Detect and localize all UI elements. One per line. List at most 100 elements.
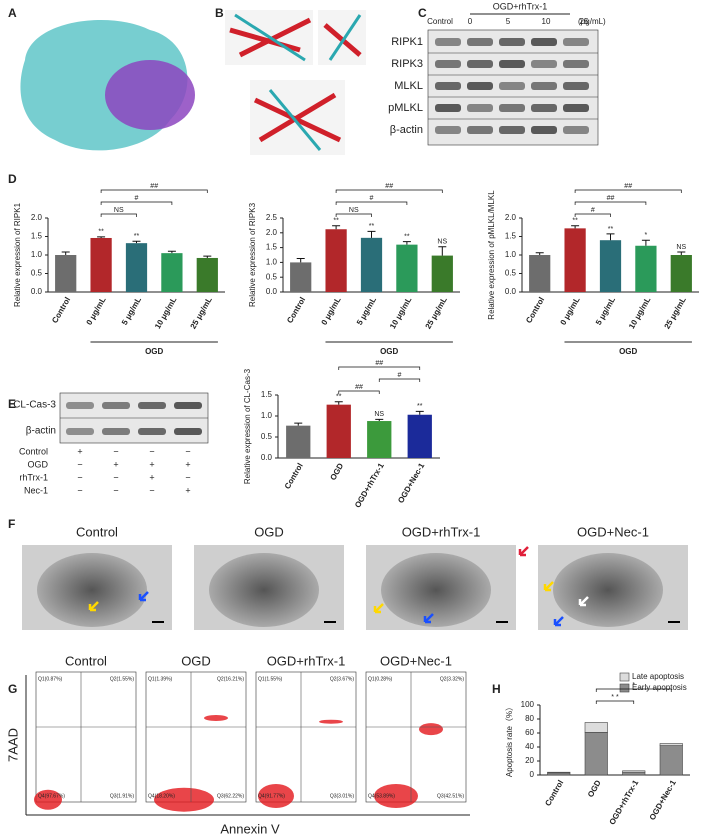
comparison-label: *	[632, 682, 635, 689]
bar	[670, 255, 692, 292]
blot-row-label: β-actin	[390, 124, 423, 136]
y-tick-label: 1.5	[261, 390, 273, 399]
bar	[125, 243, 148, 292]
y-tick-label: 1.5	[505, 232, 517, 241]
arrow	[553, 616, 564, 627]
y-tick-label: 40	[525, 742, 534, 751]
comparison-label: NS	[349, 207, 359, 214]
blot-band	[499, 126, 525, 134]
blot-band	[531, 60, 557, 68]
quadrant-label: Q3(3.01%)	[330, 793, 355, 799]
bar-segment	[584, 731, 608, 776]
protein-structure	[20, 20, 195, 151]
significance: **	[369, 223, 375, 230]
quadrant-label: Q1(1.39%)	[148, 676, 173, 682]
y-axis-label: Relative expression of RIPK1	[13, 202, 22, 307]
y-tick-label: 1.0	[31, 250, 43, 259]
comparison-bracket	[338, 366, 421, 370]
tem-cell	[381, 553, 491, 627]
y-axis-label: Relative expression of pMLKL/MLKL	[487, 190, 496, 320]
blot-band	[467, 38, 493, 46]
blot-band	[435, 38, 461, 46]
condition-label: OGD	[27, 459, 48, 469]
blot-band	[563, 60, 589, 68]
tem-cell	[37, 553, 147, 627]
quadrant-label: Q4(97.67%)	[38, 793, 65, 799]
legend-label: Late apoptosis	[632, 672, 684, 681]
quadrant-label: Q1(0.87%)	[38, 676, 63, 682]
y-axis-label: Apoptosis rate（%）	[505, 703, 514, 777]
comparison-bracket	[100, 213, 137, 217]
bar	[635, 245, 657, 292]
x-tick-label: 0 μg/mL	[85, 295, 108, 326]
tem-title: OGD+Nec-1	[577, 524, 649, 539]
error-bar	[535, 252, 544, 255]
flow-title: OGD+rhTrx-1	[267, 653, 346, 668]
error-bar	[61, 251, 70, 255]
comparison-label: NS	[114, 207, 124, 214]
comparison-label: ##	[607, 195, 615, 202]
arrow	[423, 613, 434, 624]
blot-band	[66, 428, 94, 435]
blot-band	[467, 104, 493, 112]
x-tick-label: Control	[524, 296, 546, 325]
significance: **	[417, 403, 423, 410]
bar	[407, 414, 432, 458]
comparison-bracket	[378, 378, 421, 382]
comparison-bracket	[574, 213, 611, 217]
bar	[431, 255, 453, 292]
y-tick-label: 1.0	[505, 250, 517, 259]
x-tick-label: 5 μg/mL	[594, 295, 617, 326]
flow-title: OGD+Nec-1	[380, 653, 452, 668]
comparison-label: ##	[385, 183, 393, 190]
condition-mark: +	[149, 472, 154, 482]
bar	[564, 228, 586, 292]
quadrant-label: Q1(1.55%)	[258, 676, 283, 682]
comparison-bracket	[335, 189, 443, 193]
y-axis-label: Relative expression of RIPK3	[248, 202, 257, 307]
condition-mark: −	[113, 446, 118, 456]
legend-swatch	[619, 672, 630, 682]
error-bar	[334, 401, 343, 405]
error-bar	[415, 410, 424, 415]
comparison-bracket	[335, 201, 408, 205]
blot-band	[435, 126, 461, 134]
y-tick-label: 2.5	[266, 213, 278, 222]
tem-title: OGD	[254, 524, 284, 539]
y-tick-label: 60	[525, 728, 534, 737]
comparison-bracket	[595, 700, 635, 704]
group-label: OGD	[619, 347, 637, 356]
x-tick-label: OGD+rhTrx-1	[608, 778, 641, 826]
tem-title: OGD+rhTrx-1	[402, 524, 481, 539]
tem-title: Control	[76, 524, 118, 539]
cell-cloud	[34, 789, 62, 810]
condition-mark: −	[113, 472, 118, 482]
y-tick-label: 0.5	[261, 432, 273, 441]
x-tick-label: 25 μg/mL	[424, 295, 449, 330]
bar	[290, 262, 312, 292]
condition-mark: −	[77, 485, 82, 495]
y-tick-label: 0.0	[266, 287, 278, 296]
x-tick-label: 10 μg/mL	[627, 295, 652, 330]
arrow	[88, 601, 99, 612]
blot-row-label: CL-Cas-3	[13, 400, 56, 411]
significance: NS	[374, 411, 384, 418]
quadrant-label: Q3(1.91%)	[110, 793, 135, 799]
comparison-label: #	[370, 195, 374, 202]
x-tick-label: OGD+rhTrx-1	[353, 461, 386, 509]
blot-band	[499, 60, 525, 68]
comparison-bracket	[574, 201, 647, 205]
condition-label: rhTrx-1	[19, 472, 48, 482]
y-tick-label: 1.0	[261, 411, 273, 420]
comparison-label: #	[398, 372, 402, 379]
blot-column-label: 10	[542, 17, 551, 26]
bar	[55, 255, 77, 292]
comparison-label: #	[135, 195, 139, 202]
comparison-bracket	[574, 189, 682, 193]
x-tick-label: 25 μg/mL	[663, 295, 688, 330]
bar-segment	[584, 722, 608, 733]
quadrant-label: Q2(16.21%)	[217, 676, 244, 682]
y-tick-label: 0.5	[266, 272, 278, 281]
